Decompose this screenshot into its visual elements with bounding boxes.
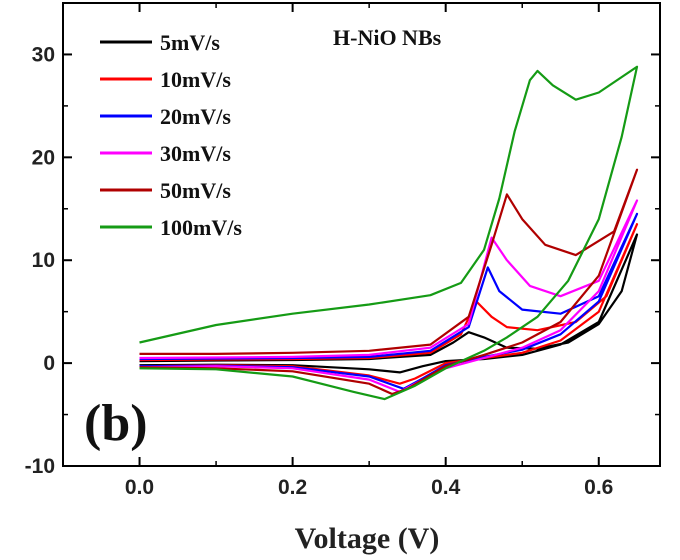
- legend-label-1: 10mV/s: [160, 67, 231, 92]
- x-tick-label-0: 0.0: [125, 476, 154, 499]
- series-line-2: [139, 212, 639, 390]
- y-tick-label-2: 10: [32, 249, 55, 272]
- legend-label-0: 5mV/s: [160, 30, 220, 55]
- legend-label-2: 20mV/s: [160, 104, 231, 129]
- series-line-0: [139, 233, 639, 374]
- series-line-3: [139, 199, 639, 393]
- y-tick-label-0: -10: [25, 455, 55, 478]
- panel-label: (b): [84, 395, 148, 452]
- y-tick-label-3: 20: [32, 146, 55, 169]
- plot-frame: [62, 2, 661, 467]
- series-layer: [139, 65, 639, 401]
- x-tick-label-2: 0.4: [431, 476, 461, 499]
- y-tick-label-4: 30: [32, 43, 55, 66]
- series-line-5: [139, 65, 639, 401]
- x-tick-label-1: 0.2: [278, 476, 307, 499]
- series-line-1: [139, 223, 639, 385]
- x-axis-label: Voltage (V): [295, 522, 440, 555]
- legend-label-4: 50mV/s: [160, 178, 231, 203]
- ticks-layer: 0.0 0.2 0.4 0.6 -10 0 10 20 30: [25, 3, 660, 499]
- chart-title: H-NiO NBs: [333, 25, 442, 50]
- legend: 5mV/s 10mV/s 20mV/s 30mV/s 50mV/s 100mV/s: [100, 30, 242, 240]
- legend-label-5: 100mV/s: [160, 215, 242, 240]
- legend-label-3: 30mV/s: [160, 141, 231, 166]
- series-line-4: [139, 168, 639, 396]
- x-tick-label-3: 0.6: [584, 476, 613, 499]
- y-tick-label-1: 0: [43, 352, 55, 375]
